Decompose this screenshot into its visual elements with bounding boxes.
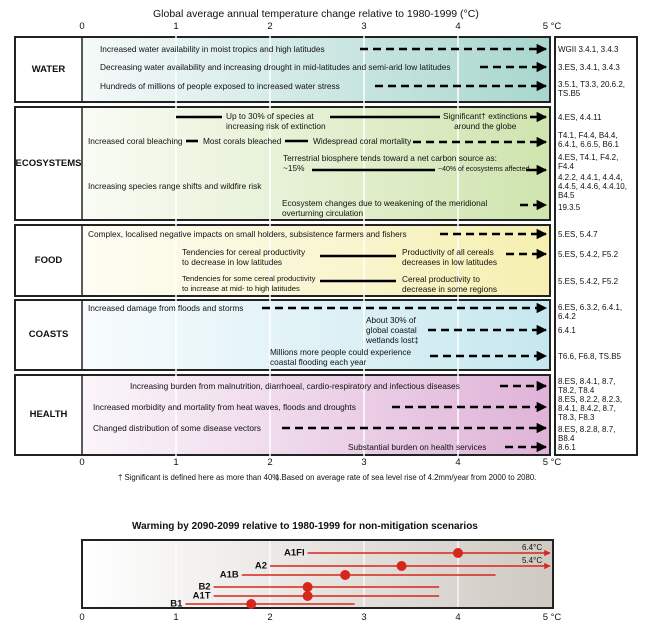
reference: 6.ES, 6.3.2, 6.4.1, 6.4.2 bbox=[558, 303, 623, 321]
scenario-axis-tick: 3 bbox=[361, 612, 367, 623]
impact-text: Terrestrial biosphere tends toward a net… bbox=[283, 153, 497, 163]
axis-tick-top: 5 °C bbox=[542, 21, 562, 32]
axis-tick-top: 3 bbox=[361, 21, 367, 32]
scenario-best-A1B bbox=[340, 570, 351, 580]
figure-title: Global average annual temperature change… bbox=[153, 8, 479, 20]
impact-text: Widespread coral mortality bbox=[313, 136, 412, 146]
scenario-axis-tick: 4 bbox=[455, 612, 461, 623]
axis-tick-top: 4 bbox=[455, 21, 461, 32]
scenario-axis-tick: 2 bbox=[267, 612, 273, 623]
impact-text: ~15% bbox=[283, 163, 305, 173]
reference: 8.ES, 8.2.8, 8.7, B8.4 bbox=[558, 425, 616, 443]
reference: 5.ES, 5.4.2, F5.2 bbox=[558, 277, 619, 286]
reference: 8.6.1 bbox=[558, 443, 576, 452]
impact-text: Cereal productivity to decrease in some … bbox=[402, 274, 498, 294]
impact-text: Up to 30% of species at increasing risk … bbox=[226, 111, 326, 131]
panel-label-ecosystems: ECOSYSTEMS bbox=[15, 158, 82, 169]
scenario-chart-frame bbox=[81, 539, 554, 609]
scenario-high-label: 5.4°C bbox=[522, 556, 543, 565]
impact-text: Hundreds of millions of people exposed t… bbox=[100, 81, 340, 91]
scenario-label: B2 bbox=[198, 581, 211, 593]
impact-text: Increased coral bleaching bbox=[88, 136, 183, 146]
reference: 6.4.1 bbox=[558, 326, 576, 335]
scenario-best-A1FI bbox=[453, 548, 463, 558]
scenario-chart-title: Warming by 2090-2099 relative to 1980-19… bbox=[132, 521, 478, 532]
impact-text: Complex, localised negative impacts on s… bbox=[88, 229, 407, 239]
panel-backgrounds bbox=[14, 36, 638, 456]
scenario-axis-tick: 5 °C bbox=[542, 612, 562, 623]
reference: 4.ES, 4.4.11 bbox=[558, 113, 602, 122]
reference: T4.1, F4.4, B4.4, 6.4.1, 6.6.5, B6.1 bbox=[558, 131, 619, 149]
scenario-best-B1 bbox=[246, 599, 257, 609]
axis-tick-bottom: 2 bbox=[267, 457, 273, 468]
scenario-label: B1 bbox=[170, 598, 183, 610]
scenario-marks bbox=[185, 548, 551, 609]
axis-tick-top: 2 bbox=[267, 21, 273, 32]
scenario-best-A1T bbox=[302, 591, 313, 601]
scenario-best-B2 bbox=[302, 582, 313, 592]
axis-tick-top: 1 bbox=[173, 21, 179, 32]
reference: 4.ES, T4.1, F4.2, F4.4 bbox=[558, 153, 619, 171]
footnote: † Significant is defined here as more th… bbox=[118, 473, 282, 482]
impact-lines bbox=[176, 43, 548, 453]
reference: 19.3.5 bbox=[558, 203, 581, 212]
axis-tick-bottom: 5 °C bbox=[542, 457, 562, 468]
scenario-axis-tick: 1 bbox=[173, 612, 179, 623]
axis-tick-bottom: 1 bbox=[173, 457, 179, 468]
scenario-best-A2 bbox=[396, 561, 407, 571]
impact-text: Millions more people could experience co… bbox=[270, 347, 412, 367]
panel-label-coasts: COASTS bbox=[28, 329, 69, 340]
impact-text: Substantial burden on health services bbox=[348, 442, 487, 452]
scenario-high-label: 6.4°C bbox=[522, 543, 543, 552]
impact-text: Tendencies for cereal productivity to de… bbox=[182, 247, 306, 267]
impact-text: Productivity of all cereals decreases in… bbox=[402, 247, 498, 267]
reference: 4.2.2, 4.4.1, 4.4.4, 4.4.5, 4.4.6, 4.4.1… bbox=[558, 173, 627, 200]
reference: 8.ES, 8.2.2, 8.2.3, 8.4.1, 8.4.2, 8.7, T… bbox=[558, 395, 623, 422]
gridlines bbox=[175, 30, 459, 458]
axis-tick-bottom: 3 bbox=[361, 457, 367, 468]
reference: 5.ES, 5.4.2, F5.2 bbox=[558, 250, 619, 259]
reference: WGII 3.4.1, 3.4.3 bbox=[558, 45, 619, 54]
scenario-label: A1T bbox=[192, 590, 211, 602]
scenario-label: A2 bbox=[254, 560, 267, 572]
impact-text: About 30% of global coastal wetlands los… bbox=[366, 315, 419, 345]
footnote: ‡ Based on average rate of sea level ris… bbox=[275, 473, 537, 482]
impact-text: Increased damage from floods and storms bbox=[88, 303, 244, 313]
scenario-label: A1FI bbox=[284, 547, 305, 559]
scenario-label: A1B bbox=[219, 569, 239, 581]
reference: 5.ES, 5.4.7 bbox=[558, 230, 598, 239]
impact-text: Significant† extinctions around the glob… bbox=[443, 111, 528, 131]
reference: 3.ES, 3.4.1, 3.4.3 bbox=[558, 63, 620, 72]
impact-text: Increased morbidity and mortality from h… bbox=[93, 402, 356, 412]
axis-tick-top: 0 bbox=[79, 21, 85, 32]
reference: 8.ES, 8.4.1, 8.7, T8.2, T8.4 bbox=[558, 377, 616, 395]
reference: 3.5.1, T3.3, 20.6.2, TS.B5 bbox=[558, 80, 626, 98]
panel-label-health: HEALTH bbox=[29, 409, 68, 420]
impact-text: Decreasing water availability and increa… bbox=[100, 62, 451, 72]
axis-tick-bottom: 0 bbox=[79, 457, 85, 468]
impact-text: Changed distribution of some disease vec… bbox=[93, 423, 261, 433]
impact-text: Tendencies for some cereal productivity … bbox=[182, 274, 316, 293]
impact-text: Most corals bleached bbox=[203, 136, 282, 146]
impact-text: Increasing burden from malnutrition, dia… bbox=[130, 381, 460, 391]
panel-label-food: FOOD bbox=[34, 255, 63, 266]
impact-text: Increased water availability in moist tr… bbox=[100, 44, 325, 54]
impact-text: Ecosystem changes due to weakening of th… bbox=[282, 198, 488, 218]
axis-tick-bottom: 4 bbox=[455, 457, 461, 468]
reference: T6.6, F6.8, TS.B5 bbox=[558, 352, 621, 361]
impact-text: Increasing species range shifts and wild… bbox=[88, 181, 262, 191]
scenario-axis-tick: 0 bbox=[79, 612, 85, 623]
impact-text: ~40% of ecosystems affected bbox=[438, 166, 530, 173]
panel-label-water: WATER bbox=[31, 64, 66, 75]
